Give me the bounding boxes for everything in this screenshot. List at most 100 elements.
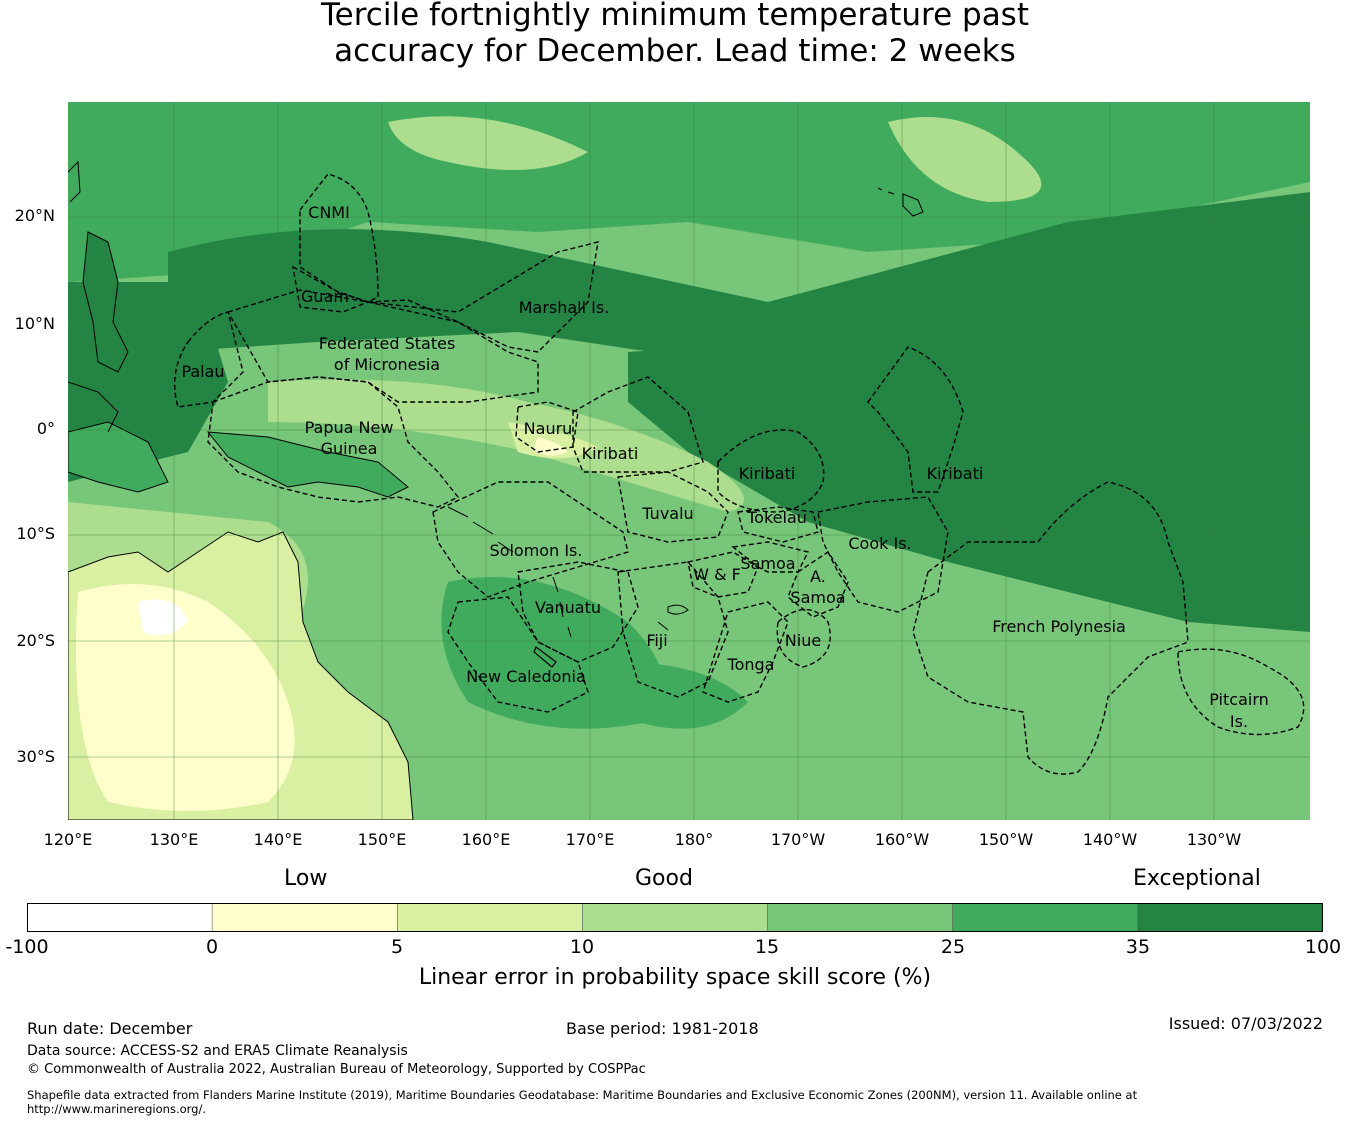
lat-label-20s: 20°S xyxy=(16,631,55,650)
label-samoa: Samoa xyxy=(740,554,795,573)
label-tokelau: Tokelau xyxy=(746,508,807,527)
eez-cnmi xyxy=(299,173,379,303)
label-new-caledonia: New Caledonia xyxy=(466,667,586,686)
eez-boundaries xyxy=(173,173,1305,775)
eez-marshall xyxy=(367,241,599,353)
lon-label-150e: 150°E xyxy=(357,830,407,849)
lon-label-170w: 170°W xyxy=(770,830,826,849)
label-solomon: Solomon Is. xyxy=(490,541,583,560)
run-date: Run date: December xyxy=(27,1019,193,1038)
eez-tuvalu xyxy=(617,471,729,543)
shapefile-credit-line1: Shapefile data extracted from Flanders M… xyxy=(27,1088,1138,1102)
solomon-islands xyxy=(447,506,514,553)
colorbar-segment-0 xyxy=(27,903,213,932)
label-guam: Guam xyxy=(301,287,349,306)
vanuatu-islands xyxy=(552,576,572,638)
legend-tick-minus100: -100 xyxy=(5,936,49,958)
eez-guam xyxy=(292,265,371,313)
eez-cook xyxy=(817,496,949,613)
label-american-samoa-1: A. xyxy=(810,567,826,586)
lon-label-130w: 130°W xyxy=(1186,830,1242,849)
label-vanuatu: Vanuatu xyxy=(535,598,601,617)
label-kiribati-east: Kiribati xyxy=(927,464,984,483)
lat-label-10s: 10°S xyxy=(16,524,55,543)
taiwan-coast xyxy=(68,160,81,203)
eez-new-caledonia xyxy=(447,596,589,713)
new-caledonia-island xyxy=(533,646,557,668)
lon-label-170e: 170°E xyxy=(565,830,615,849)
colorbar-segment-1 xyxy=(211,903,399,932)
legend-title: Linear error in probability space skill … xyxy=(418,965,932,990)
new-guinea-landmass xyxy=(206,431,409,498)
eez-french-polynesia xyxy=(912,481,1189,775)
shapefile-credit-line2: http://www.marineregions.org/. xyxy=(27,1102,206,1116)
label-french-polynesia: French Polynesia xyxy=(992,617,1126,636)
eez-solomon xyxy=(432,481,629,598)
skill-band-lightnorth xyxy=(888,117,1042,202)
label-fsm-2: of Micronesia xyxy=(334,355,440,374)
lon-label-160e: 160°E xyxy=(461,830,511,849)
data-source: Data source: ACCESS-S2 and ERA5 Climate … xyxy=(27,1043,408,1059)
colorbar-segment-3 xyxy=(582,903,769,932)
label-kiribati-central: Kiribati xyxy=(739,464,796,483)
label-kiribati-west: Kiribati xyxy=(582,444,639,463)
label-png-1: Papua New xyxy=(305,418,394,437)
legend-tick-100: 100 xyxy=(1304,936,1342,958)
legend-tick-25: 25 xyxy=(940,936,966,958)
legend-tick-15: 15 xyxy=(754,936,780,958)
map-graticule xyxy=(68,102,1310,820)
skill-band-south-dark2 xyxy=(618,662,748,729)
skill-band-lightnorth2 xyxy=(388,116,588,170)
label-png-2: Guinea xyxy=(321,439,378,458)
lon-label-140e: 140°E xyxy=(253,830,303,849)
label-cook: Cook Is. xyxy=(848,534,911,553)
label-wallis-futuna: W & F xyxy=(693,565,741,584)
fiji-islands xyxy=(657,604,689,631)
title-line-2: accuracy for December. Lead time: 2 week… xyxy=(334,33,1016,69)
lon-label-140w: 140°W xyxy=(1082,830,1138,849)
label-fiji: Fiji xyxy=(646,631,667,650)
legend-category-good: Good xyxy=(635,866,693,891)
label-niue: Niue xyxy=(785,631,821,650)
legend-tick-5: 5 xyxy=(390,936,404,958)
eez-niue xyxy=(776,608,831,668)
lat-label-10n: 10°N xyxy=(14,314,55,333)
colorbar-segment-4 xyxy=(767,903,954,932)
lon-label-150w: 150°W xyxy=(978,830,1034,849)
lon-label-160w: 160°W xyxy=(874,830,930,849)
lat-label-0: 0° xyxy=(36,419,55,438)
label-american-samoa-2: Samoa xyxy=(790,588,845,607)
lon-label-180: 180° xyxy=(674,830,714,849)
hawaii-islands xyxy=(877,187,924,217)
indonesia-islands xyxy=(68,421,169,493)
label-tonga: Tonga xyxy=(727,655,775,674)
skill-score-map: CNMI Guam Marshall Is. Federated States … xyxy=(68,102,1310,820)
eez-tonga xyxy=(702,601,789,703)
base-period: Base period: 1981-2018 xyxy=(566,1019,759,1038)
eez-vanuatu xyxy=(517,561,639,663)
eez-kiribati-west xyxy=(572,376,704,473)
label-cnmi: CNMI xyxy=(308,203,350,222)
lat-label-30s: 30°S xyxy=(16,747,55,766)
eez-png xyxy=(207,376,460,508)
colorbar-segment-5 xyxy=(952,903,1139,932)
skill-band-south-dark xyxy=(441,577,664,729)
label-fsm-1: Federated States xyxy=(319,334,456,353)
australia-white-patch xyxy=(138,599,188,636)
eez-tokelau xyxy=(737,506,819,543)
legend-category-exceptional: Exceptional xyxy=(1133,866,1261,891)
label-nauru: Nauru xyxy=(524,419,573,438)
legend-category-low: Low xyxy=(284,866,328,891)
label-marshall: Marshall Is. xyxy=(519,298,610,317)
shapefile-credit: Shapefile data extracted from Flanders M… xyxy=(27,1088,1267,1116)
lon-label-120e: 120°E xyxy=(43,830,93,849)
eez-fsm xyxy=(226,289,539,403)
map-svg: CNMI Guam Marshall Is. Federated States … xyxy=(68,102,1310,820)
colorbar-outline xyxy=(27,903,1323,932)
issued-date: Issued: 07/03/2022 xyxy=(1168,1014,1323,1033)
colorbar-segment-6 xyxy=(1137,903,1323,932)
label-tuvalu: Tuvalu xyxy=(641,504,693,523)
skill-band-verylight-equator xyxy=(508,422,598,459)
label-pitcairn-2: Is. xyxy=(1230,712,1248,731)
legend-tick-0: 0 xyxy=(205,936,219,958)
